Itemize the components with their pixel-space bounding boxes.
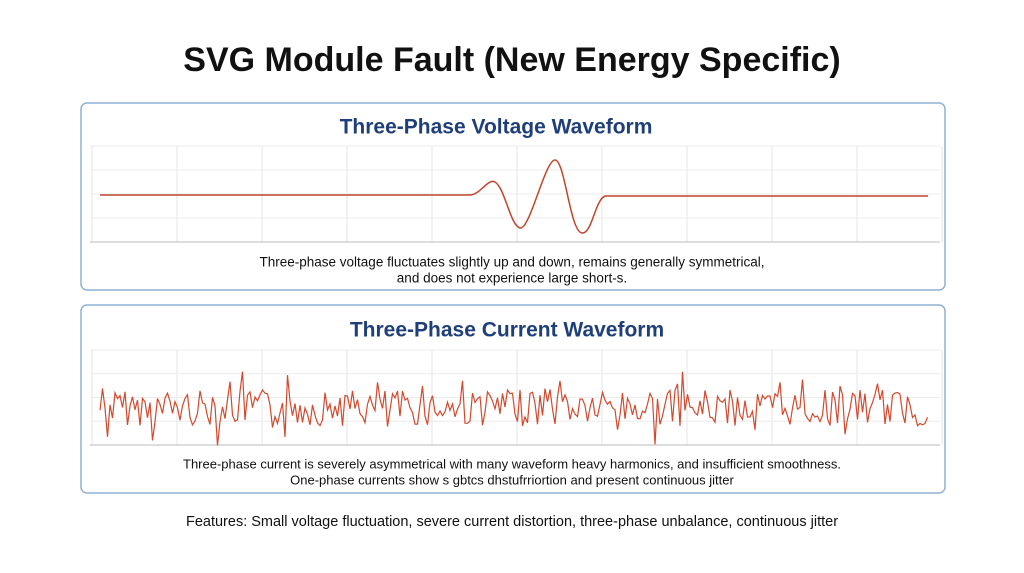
caption: One-phase currents show s gbtcs dhstufrr… [290, 472, 734, 487]
current-waveform [99, 371, 929, 446]
caption: Three-phase current is severely asymmetr… [183, 456, 841, 471]
plot-area [90, 145, 943, 243]
title: SVG Module Fault (New Energy Specific) [183, 41, 840, 79]
footer: Features: Small voltage fluctuation, sev… [186, 514, 838, 530]
caption: and does not experience large short-s. [397, 271, 627, 286]
panel [80, 102, 946, 291]
panel-title: Three-Phase Current Waveform [350, 319, 664, 342]
panel-title: Three-Phase Voltage Waveform [340, 116, 653, 139]
voltage-waveform [100, 159, 928, 234]
caption: Three-phase voltage fluctuates slightly … [260, 255, 765, 270]
